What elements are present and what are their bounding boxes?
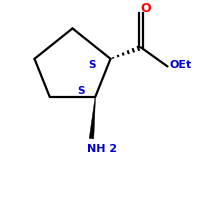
Text: S: S: [89, 60, 96, 71]
Polygon shape: [89, 97, 95, 139]
Text: OEt: OEt: [169, 60, 192, 71]
Text: O: O: [140, 2, 151, 15]
Text: S: S: [77, 86, 85, 96]
Text: NH 2: NH 2: [87, 144, 117, 154]
